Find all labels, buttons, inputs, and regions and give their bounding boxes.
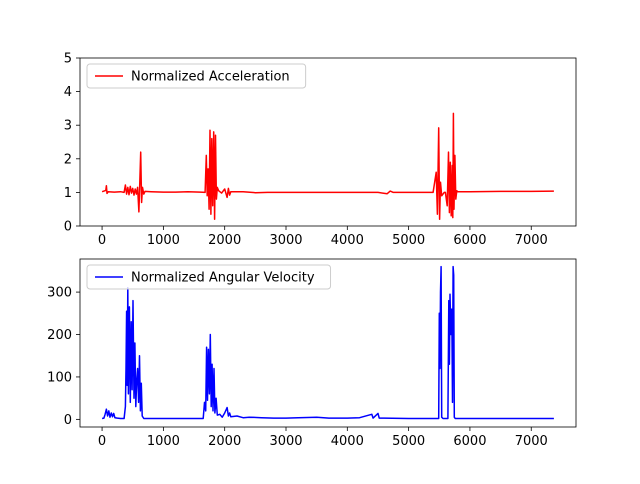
acceleration-x-tick-label: 7000 — [515, 233, 548, 248]
angular-velocity-y-tick-label: 300 — [47, 286, 72, 301]
acceleration-x-tick-label: 3000 — [269, 233, 302, 248]
acceleration-y-tick-label: 2 — [64, 152, 72, 167]
acceleration-x-tick-label: 4000 — [331, 233, 364, 248]
acceleration-series-line — [101, 112, 554, 221]
acceleration-x-tick-label: 6000 — [453, 233, 486, 248]
angular-velocity-y-tick-label: 200 — [47, 328, 72, 343]
acceleration-y-tick-label: 5 — [64, 52, 72, 67]
acceleration-y-tick-label: 3 — [64, 119, 72, 134]
acceleration-legend: Normalized Acceleration — [86, 63, 307, 89]
acceleration-legend-label: Normalized Acceleration — [131, 70, 290, 85]
angular-velocity-y-tick-label: 0 — [64, 413, 72, 428]
angular-velocity-x-tick-label: 3000 — [269, 434, 302, 449]
acceleration-x-tick-label: 5000 — [392, 233, 425, 248]
angular-velocity-x-tick-label: 2000 — [208, 434, 241, 449]
acceleration-y-tick-label: 4 — [64, 85, 72, 100]
angular-velocity-axes-frame — [79, 258, 577, 428]
angular-velocity-y-tick-label: 100 — [47, 370, 72, 385]
acceleration-axes-frame — [79, 57, 577, 227]
angular-velocity-legend-box — [86, 264, 332, 290]
acceleration-legend-box — [86, 63, 307, 89]
angular-velocity-x-tick-label: 4000 — [331, 434, 364, 449]
angular-velocity-x-tick-label: 5000 — [392, 434, 425, 449]
angular-velocity-x-tick-label: 6000 — [453, 434, 486, 449]
angular-velocity-legend-label: Normalized Angular Velocity — [131, 271, 315, 286]
angular-velocity-plot: 0 1000 2000 3000 4000 5000 6000 7000 0 100 200 300 N… — [47, 258, 577, 449]
angular-velocity-x-tick-label: 1000 — [147, 434, 180, 449]
angular-velocity-series-line — [101, 265, 554, 420]
acceleration-plot: 0 1000 2000 3000 4000 5000 6000 7000 0 1 2 3 4 5 Norma… — [64, 52, 577, 248]
acceleration-y-tick-label: 1 — [64, 186, 72, 201]
acceleration-x-tick-label: 0 — [98, 233, 106, 248]
acceleration-x-tick-label: 1000 — [147, 233, 180, 248]
angular-velocity-x-tick-label: 7000 — [515, 434, 548, 449]
acceleration-y-tick-label: 0 — [64, 220, 72, 235]
acceleration-x-tick-label: 2000 — [208, 233, 241, 248]
angular-velocity-legend: Normalized Angular Velocity — [86, 264, 332, 290]
angular-velocity-x-tick-label: 0 — [98, 434, 106, 449]
